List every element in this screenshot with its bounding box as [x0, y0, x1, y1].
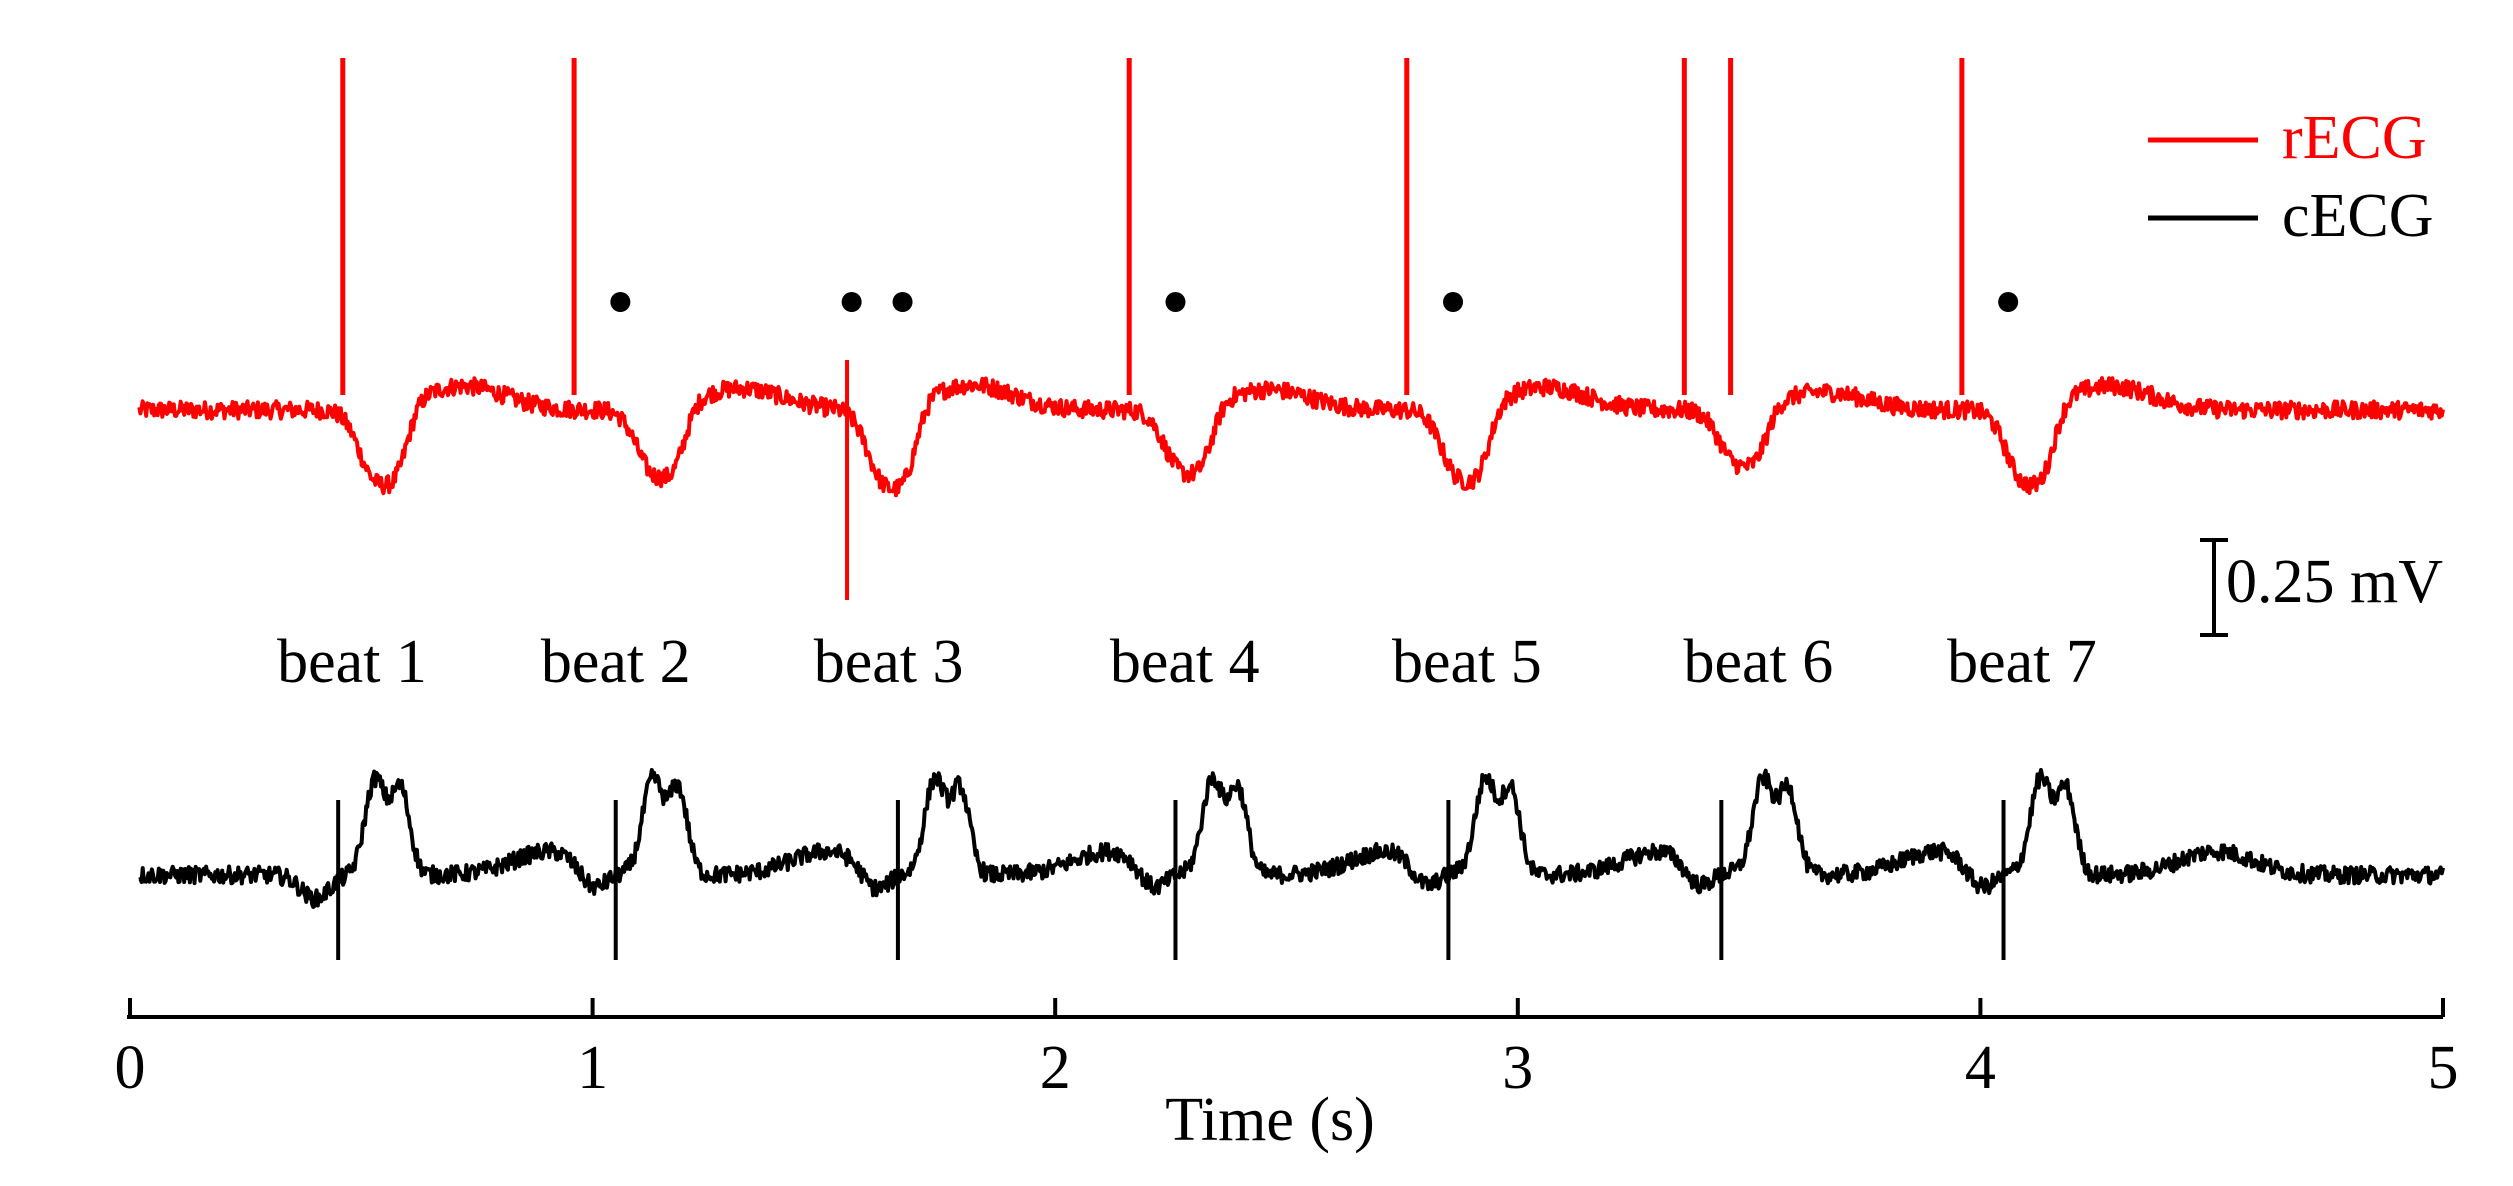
dot-marker [892, 292, 913, 312]
beat-label: beat 5 [1392, 628, 1542, 696]
scale-bar-label: 0.25 mV [2226, 548, 2443, 616]
x-tick-label: 5 [2428, 1034, 2459, 1102]
legend-label-recg: rECG [2282, 104, 2427, 172]
recg-trace-layer [137, 58, 2445, 600]
recg-trace [137, 376, 2445, 498]
legend-label-cecg: cECG [2282, 182, 2434, 250]
beat-label: beat 7 [1947, 628, 2097, 696]
dot-markers [610, 292, 2019, 312]
beat-label: beat 1 [277, 628, 427, 696]
beat-label: beat 6 [1683, 628, 1833, 696]
x-tick-label: 0 [115, 1034, 146, 1102]
x-axis: 0 1 2 3 4 5 [115, 998, 2459, 1102]
x-tick-label: 3 [1502, 1034, 1533, 1102]
cecg-trace [138, 768, 2445, 909]
x-tick-label: 4 [1965, 1034, 1996, 1102]
dot-marker [610, 292, 631, 312]
scale-bar: 0.25 mV [2200, 538, 2443, 637]
dot-marker [841, 292, 862, 312]
beat-labels: beat 1 beat 2 beat 3 beat 4 beat 5 beat 6 beat… [277, 628, 2097, 696]
beat-label: beat 4 [1110, 628, 1260, 696]
beat-label: beat 3 [814, 628, 964, 696]
dot-marker [1998, 292, 2019, 312]
x-tick-label: 2 [1040, 1034, 1071, 1102]
legend: rECG cECG [2148, 104, 2434, 250]
dot-marker [1165, 292, 1186, 312]
beat-label: beat 2 [541, 628, 691, 696]
cecg-trace-layer [138, 768, 2445, 960]
dot-marker [1443, 292, 1464, 312]
x-axis-title: Time (s) [1165, 1086, 1375, 1154]
x-tick-label: 1 [577, 1034, 608, 1102]
